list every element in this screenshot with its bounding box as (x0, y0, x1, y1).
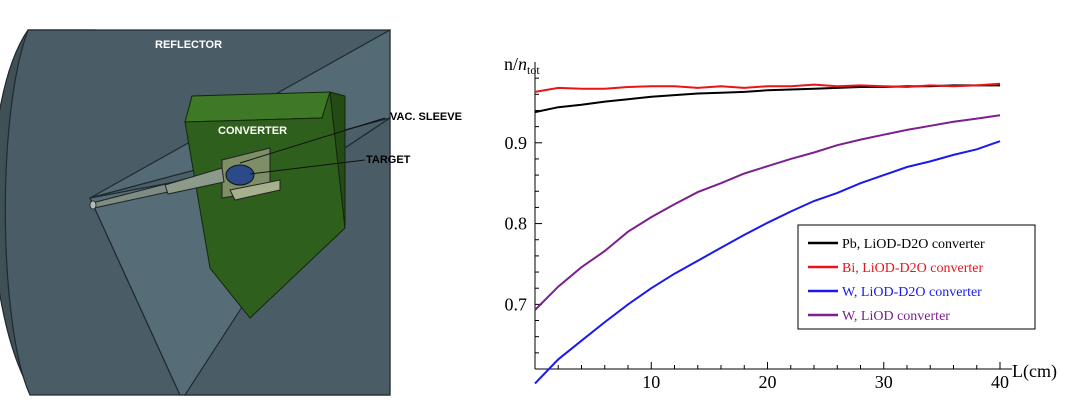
series-line-1 (534, 82, 1001, 93)
cad-diagram: REFLECTOR CONVERTER VAC. SLEEVE TARGET (0, 28, 462, 396)
vac-sleeve-leader (239, 117, 386, 164)
legend-label-1: Bi, LiOD-D2O converter (842, 261, 983, 276)
target-leader (249, 159, 366, 175)
beam-pipe-end (89, 200, 97, 210)
axes: 10 20 30 40 0.7 0.8 0.9 (505, 62, 1012, 392)
x-tick-label: 10 (642, 372, 660, 392)
y-tick-label: 0.8 (505, 214, 528, 234)
legend-label-2: W, LiOD-D2O converter (842, 285, 982, 300)
converter-label: CONVERTER (218, 125, 287, 137)
chart: n/ntot L(cm) 10 20 30 40 0.7 0.8 0.9 Pb, LiOD-… (504, 54, 1057, 392)
y-tick-label: 0.7 (505, 294, 528, 314)
plot-lines (534, 82, 1001, 385)
x-tick-label: 40 (991, 372, 1009, 392)
reflector-label: REFLECTOR (155, 39, 222, 51)
series-line-2 (534, 140, 1001, 385)
series-line-3 (534, 114, 1001, 311)
x-axis-label: L(cm) (1012, 361, 1057, 382)
x-tick-label: 20 (759, 372, 777, 392)
legend: Pb, LiOD-D2O converter Bi, LiOD-D2O conve… (797, 224, 1036, 330)
vac-sleeve (164, 167, 225, 195)
vac-sleeve-label: VAC. SLEEVE (390, 111, 462, 123)
target-cylinder (225, 164, 255, 186)
x-tick-label: 30 (875, 372, 893, 392)
y-axis-label: n/ntot (504, 54, 540, 77)
legend-label-3: W, LiOD converter (842, 309, 950, 324)
legend-label-0: Pb, LiOD-D2O converter (842, 237, 985, 252)
target-base (229, 179, 281, 201)
target-label: TARGET (366, 154, 411, 166)
converter-plate-edge (184, 91, 331, 123)
y-tick-label: 0.9 (505, 133, 528, 153)
